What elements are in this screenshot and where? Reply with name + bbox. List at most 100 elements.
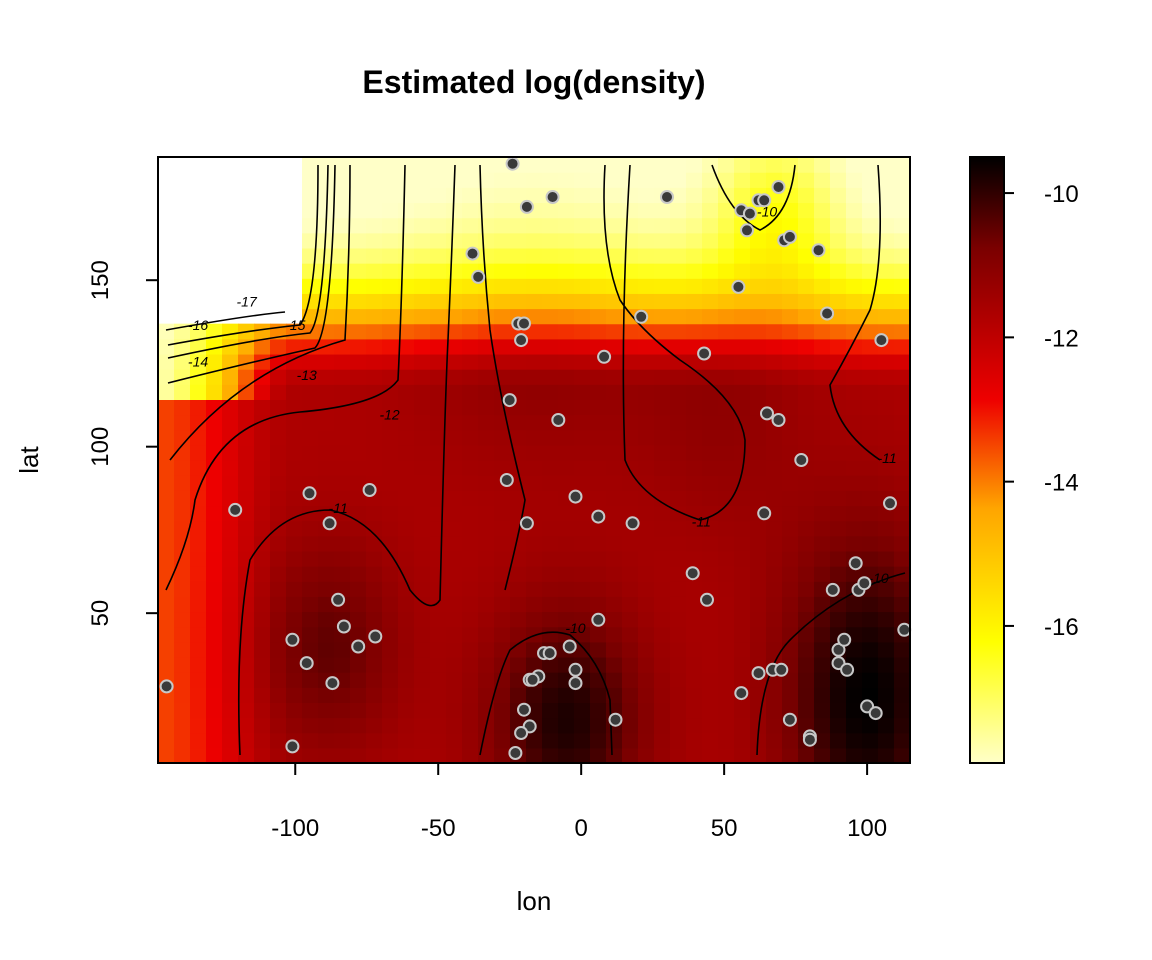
heatmap-cell [894,187,910,204]
heatmap-cell [350,263,367,279]
heatmap-cell [782,596,799,613]
heatmap-cell [750,263,767,279]
heatmap-cell [654,293,671,310]
heatmap-cell [302,414,319,431]
heatmap-cell [350,550,367,567]
heatmap-cell [686,187,703,204]
heatmap-cell [382,520,399,537]
x-tick-label: 100 [847,815,887,842]
heatmap-cell [430,278,447,294]
heatmap-cell [702,414,719,431]
heatmap-cell [494,202,511,219]
heatmap-cell [574,626,591,643]
heatmap-cell [558,475,575,491]
heatmap-cell [190,596,207,613]
observation-point [742,206,757,221]
observation-point [542,646,557,661]
heatmap-cell [398,172,415,188]
heatmap-cell [302,717,319,734]
contour-label: -16 [188,317,208,333]
heatmap-cell [158,444,175,461]
heatmap-cell [478,429,495,446]
heatmap-cell [350,323,367,340]
heatmap-cell [558,444,575,461]
heatmap-cell [366,323,383,340]
heatmap-cell [190,656,207,673]
heatmap-cell [766,581,783,597]
observation-point [782,712,797,727]
heatmap-cell [622,581,639,597]
heatmap-cell [302,217,319,234]
heatmap-cell [526,278,543,294]
heatmap-cell [206,596,223,613]
heatmap-cell [462,687,479,703]
heatmap-cell [702,444,719,461]
heatmap-cell [414,626,431,643]
heatmap-cell [286,550,303,567]
x-tick-label: -100 [271,815,319,842]
heatmap-cell [558,172,575,188]
heatmap-cell [222,717,239,734]
heatmap-cell [398,263,415,279]
heatmap-cell [334,550,351,567]
heatmap-cell [686,641,703,658]
heatmap-cell [846,475,863,491]
heatmap-cell [398,490,415,507]
heatmap-cell [558,429,575,446]
heatmap-cell [766,444,783,461]
heatmap-cell [350,293,367,310]
heatmap-cell [734,626,751,643]
heatmap-cell [350,581,367,597]
heatmap-cell [766,611,783,628]
heatmap-cell [190,626,207,643]
heatmap-cell [606,626,623,643]
heatmap-cell [558,263,575,279]
heatmap-cell [446,566,463,582]
heatmap-cell [270,414,287,431]
heatmap-cell [398,687,415,703]
heatmap-cell [526,232,543,249]
heatmap-cell [494,520,511,537]
heatmap-cell [222,369,239,385]
heatmap-cell [366,596,383,613]
heatmap-cell [414,187,431,204]
heatmap-cell [894,444,910,461]
heatmap-cell [574,641,591,658]
heatmap-cell [270,429,287,446]
heatmap-cell [718,520,735,537]
heatmap-cell [702,187,719,204]
heatmap-cell [702,384,719,400]
heatmap-cell [222,641,239,658]
heatmap-cell [702,672,719,688]
heatmap-cell [446,747,463,763]
heatmap-cell [846,384,863,400]
heatmap-cell [622,475,639,491]
heatmap-cell [462,672,479,688]
heatmap-cell [302,232,319,249]
heatmap-cell [478,505,495,522]
heatmap-cell [302,566,319,582]
heatmap-cell [350,535,367,552]
x-tick-label: -50 [421,815,456,842]
heatmap-cell [302,702,319,719]
heatmap-cell [766,702,783,719]
heatmap-cell [334,278,351,294]
heatmap-cell [718,444,735,461]
heatmap-cell [622,747,639,763]
heatmap-cell [350,217,367,234]
heatmap-cell [638,581,655,597]
heatmap-cell [654,596,671,613]
heatmap-cell [334,263,351,279]
heatmap-cell [430,611,447,628]
heatmap-cell [382,263,399,279]
heatmap-cell [798,202,815,219]
heatmap-cell [398,535,415,552]
heatmap-cell [206,429,223,446]
heatmap-cell [782,505,799,522]
heatmap-cell [734,384,751,400]
heatmap-cell [606,505,623,522]
heatmap-cell [734,641,751,658]
heatmap-cell [430,475,447,491]
heatmap-cell [894,475,910,491]
observation-point [897,622,912,637]
